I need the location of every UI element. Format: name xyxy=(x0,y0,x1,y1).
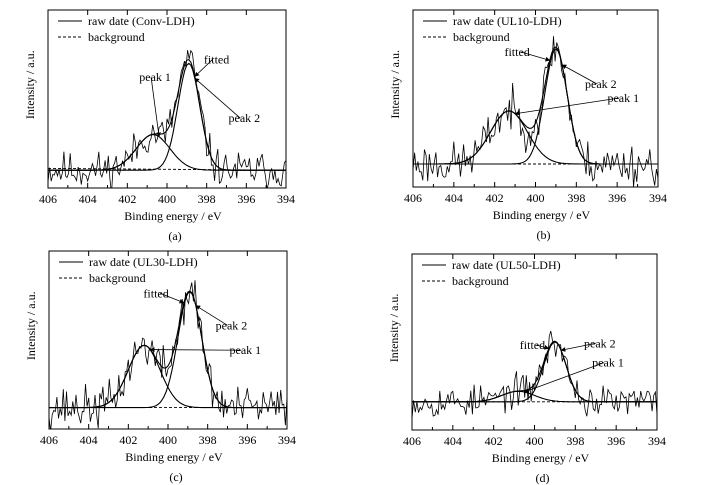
x-tick-label: 396 xyxy=(238,433,256,447)
annotation-arrow xyxy=(521,51,551,62)
x-tick-label: 404 xyxy=(79,192,97,206)
x-tick-label: 398 xyxy=(198,192,216,206)
legend-raw-label: raw date (Conv-LDH) xyxy=(88,14,195,28)
x-tick-label: 402 xyxy=(486,191,504,205)
peak-2-curve xyxy=(48,62,286,171)
annotation-arrow xyxy=(194,77,241,119)
annotation-fitted: fitted xyxy=(520,338,545,352)
annotation-arrow xyxy=(523,362,605,393)
annotation-arrow xyxy=(560,342,596,352)
plot-frame xyxy=(47,9,287,189)
legend-raw-label: raw date (UL50-LDH) xyxy=(452,258,561,272)
y-axis-label: Intensity / a.u. xyxy=(387,294,401,363)
annotation-peak-2: peak 2 xyxy=(585,77,617,91)
x-tick-label: 396 xyxy=(608,191,626,205)
plot-area xyxy=(413,36,658,187)
annotation-peak-1: peak 1 xyxy=(230,343,262,357)
annotation-arrow xyxy=(150,77,161,138)
annotation-arrow xyxy=(195,305,228,326)
raw-data-line xyxy=(49,280,287,429)
x-tick-label: 400 xyxy=(159,433,177,447)
annotation-peak-1: peak 1 xyxy=(607,91,639,105)
annotation-arrow xyxy=(159,292,185,304)
annotation-arrow xyxy=(514,97,620,116)
chart-panel-2: 406 404 402 400 398 396 394 Binding energy / eV… xyxy=(388,9,667,242)
plot-area xyxy=(412,330,657,419)
x-tick-label: 400 xyxy=(526,434,544,448)
x-tick-label: 398 xyxy=(567,191,585,205)
raw-data-line xyxy=(413,36,658,187)
legend-background-label: background xyxy=(452,274,509,288)
x-tick-label: 406 xyxy=(40,433,58,447)
x-tick-label: 394 xyxy=(277,192,295,206)
annotation-peak-1: peak 1 xyxy=(592,356,624,370)
legend-raw-label: raw date (UL10-LDH) xyxy=(453,14,562,28)
x-axis-label: Binding energy / eV xyxy=(124,209,222,223)
x-tick-label: 400 xyxy=(527,191,545,205)
x-tick-label: 406 xyxy=(404,191,422,205)
legend-background-label: background xyxy=(453,30,510,44)
x-axis-label: Binding energy / eV xyxy=(125,450,223,464)
peak-2-curve xyxy=(49,291,287,409)
chart-panel-3: 406 404 402 400 398 396 394 Binding energy / eV… xyxy=(24,250,296,484)
annotation-peak-2: peak 2 xyxy=(584,336,616,350)
chart-panel-1: 406 404 402 400 398 396 394 Binding energy / eV… xyxy=(23,9,295,243)
peak-2-curve xyxy=(412,341,657,403)
x-tick-label: 398 xyxy=(566,434,584,448)
x-tick-label: 404 xyxy=(80,433,98,447)
chart-panel-4: 406 404 402 400 398 396 394 Binding energy / eV… xyxy=(387,253,666,485)
annotation-fitted: fitted xyxy=(204,52,229,66)
x-axis-label: Binding energy / eV xyxy=(492,451,590,465)
x-tick-label: 402 xyxy=(118,192,136,206)
annotation-arrow xyxy=(194,59,213,77)
legend-raw-label: raw date (UL30-LDH) xyxy=(89,255,198,269)
plot-area xyxy=(48,49,286,188)
annotation-peak-1: peak 1 xyxy=(139,70,171,84)
x-tick-label: 394 xyxy=(648,434,666,448)
annotation-peak-2: peak 2 xyxy=(216,318,248,332)
x-tick-label: 404 xyxy=(444,434,462,448)
x-tick-label: 396 xyxy=(607,434,625,448)
x-tick-label: 402 xyxy=(485,434,503,448)
fitted-curve xyxy=(413,46,658,165)
x-axis-label: Binding energy / eV xyxy=(493,208,591,222)
annotation-fitted: fitted xyxy=(504,45,529,59)
x-tick-label: 394 xyxy=(278,433,296,447)
legend-background-label: background xyxy=(89,271,146,285)
y-axis-label: Intensity / a.u. xyxy=(388,50,402,119)
x-tick-label: 406 xyxy=(403,434,421,448)
panel-caption: (a) xyxy=(168,229,181,243)
y-axis-label: Intensity / a.u. xyxy=(24,291,38,360)
annotation-arrow xyxy=(149,347,242,353)
annotation-fitted: fitted xyxy=(143,286,168,300)
x-tick-label: 406 xyxy=(39,192,57,206)
panel-caption: (b) xyxy=(537,228,551,242)
panel-caption: (c) xyxy=(169,470,182,484)
annotation-arrow xyxy=(536,344,550,350)
x-tick-label: 394 xyxy=(649,191,667,205)
panel-caption: (d) xyxy=(536,471,550,485)
legend-background-label: background xyxy=(88,30,145,44)
x-tick-label: 404 xyxy=(445,191,463,205)
raw-data-line xyxy=(48,49,286,188)
x-tick-label: 396 xyxy=(237,192,255,206)
annotation-peak-2: peak 2 xyxy=(229,111,261,125)
annotation-arrow xyxy=(561,64,598,85)
peak-1-curve xyxy=(413,110,658,165)
plot-area xyxy=(49,280,287,429)
peak-2-curve xyxy=(413,48,658,165)
y-axis-label: Intensity / a.u. xyxy=(23,50,37,119)
x-tick-label: 402 xyxy=(119,433,137,447)
x-tick-label: 400 xyxy=(158,192,176,206)
x-tick-label: 398 xyxy=(199,433,217,447)
